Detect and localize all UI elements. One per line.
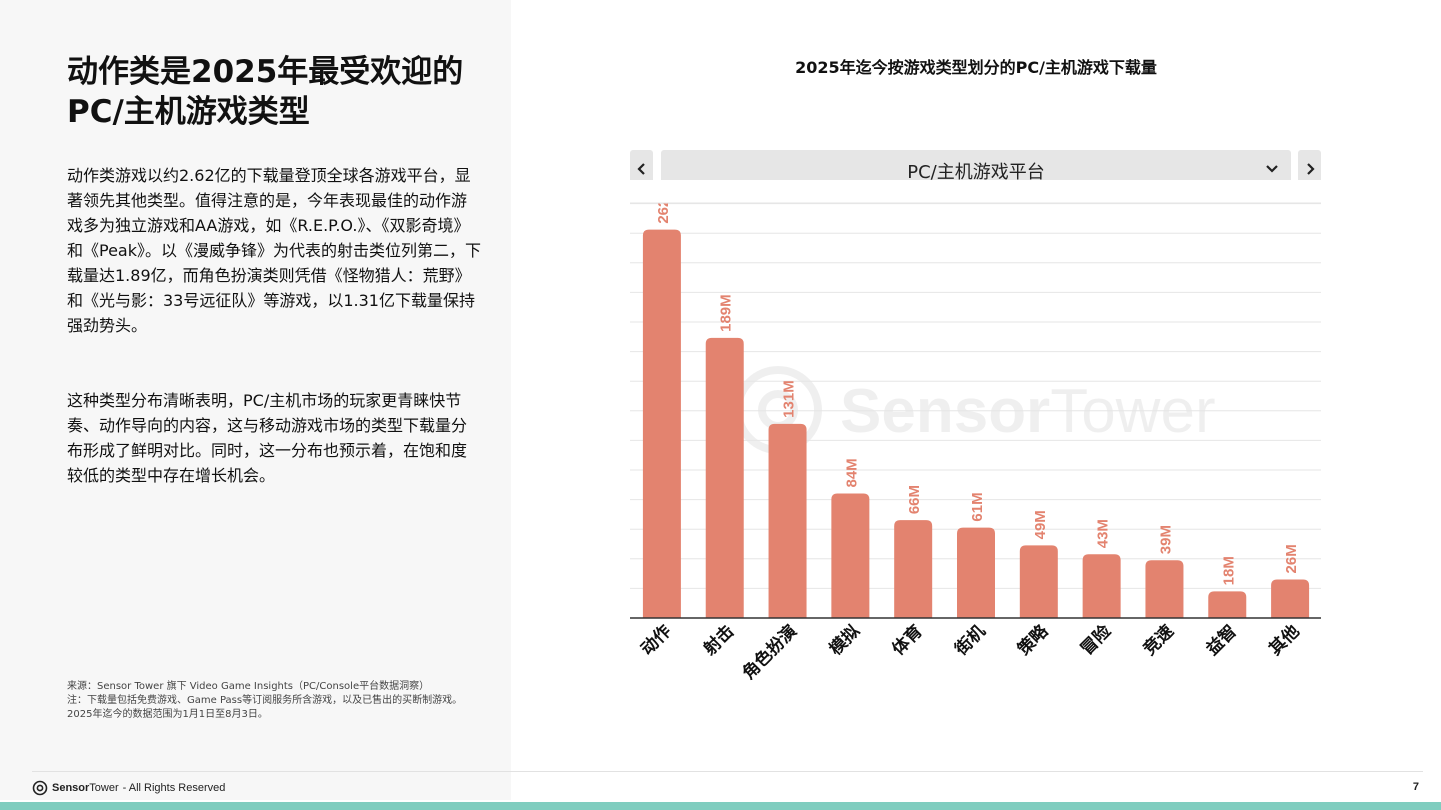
value-label-3: 84M [843,458,860,487]
svg-text:SensorTower: SensorTower [840,377,1216,446]
category-label-5: 街机 [950,621,990,661]
category-label-0: 动作 [637,621,676,660]
bar-2[interactable] [768,423,807,618]
bar-6[interactable] [1019,545,1058,618]
page-number: 7 [1412,781,1419,793]
value-label-1: 189M [718,294,735,332]
plot-top-mask [630,180,1321,203]
value-label-9: 18M [1220,556,1237,585]
previous-button[interactable] [630,150,653,187]
bar-8[interactable] [1145,560,1184,618]
footnote: 来源：Sensor Tower 旗下 Video Game Insights（P… [67,680,487,722]
bar-chart: 262M动作189M射击131M角色扮演84M模拟66M体育61M街机49M策略… [630,180,1321,684]
chevron-down-icon [1266,165,1278,173]
source-note: 来源：Sensor Tower 旗下 Video Game Insights（P… [67,681,430,692]
footer-brand-name: SensorTower [52,782,119,794]
body-paragraph-1: 动作类游戏以约2.62亿的下载量登顶全球各游戏平台，显著领先其他类型。值得注意的… [67,166,481,335]
category-label-4: 体育 [888,621,927,660]
value-label-8: 39M [1157,525,1174,554]
category-label-3: 模拟 [825,621,864,660]
chart-title: 2025年迄今按游戏类型划分的PC/主机游戏下载量 [795,58,1157,77]
watermark-text-light: Tower [1050,377,1215,446]
body-paragraph-2: 这种类型分布清晰表明，PC/主机市场的玩家更青睐快节奏、动作导向的内容，这与移动… [67,391,468,485]
note-line: 注：下载量包括免费游戏、Game Pass等订阅服务所含游戏，以及已售出的买断制… [67,695,463,720]
watermark-text-bold: Sensor [840,377,1050,446]
bar-0[interactable] [642,229,681,618]
left-panel [0,0,511,800]
value-label-2: 131M [781,380,798,418]
next-button[interactable] [1298,150,1321,187]
category-label-1: 射击 [699,621,739,661]
value-label-10: 26M [1283,544,1300,573]
bottom-accent-bar [0,802,1441,810]
category-label-2: 角色扮演 [738,621,801,684]
value-label-4: 66M [906,485,923,514]
category-label-6: 策略 [1013,620,1053,660]
bar-4[interactable] [894,520,933,618]
bar-9[interactable] [1208,591,1247,618]
bar-7[interactable] [1082,554,1121,618]
footer-brand-bold: Sensor [52,782,90,794]
footer-rights: - All Rights Reserved [122,782,226,794]
bar-10[interactable] [1271,579,1310,618]
footer-brand: SensorTower - All Rights Reserved [32,779,225,797]
bar-5[interactable] [957,527,995,618]
sensor-tower-logo-icon [32,780,48,796]
footer-brand-light: Tower [89,782,119,794]
category-label-9: 益智 [1202,621,1241,660]
bar-1[interactable] [705,337,744,618]
sensor-tower-watermark: SensorTower [734,366,1216,454]
footer-divider [32,771,1423,772]
bar-3[interactable] [831,493,870,619]
platform-selected: PC/主机游戏平台 [907,162,1045,183]
value-label-6: 49M [1032,510,1049,539]
category-label-10: 其他 [1265,621,1304,660]
value-label-7: 43M [1095,519,1112,548]
category-label-7: 冒险 [1076,620,1116,660]
chevron-right-icon [1306,162,1315,175]
page-title: 动作类是2025年最受欢迎的PC/主机游戏类型 [67,54,464,130]
category-label-8: 竞速 [1139,621,1178,660]
value-label-5: 61M [969,492,986,521]
chevron-left-icon [636,162,645,175]
